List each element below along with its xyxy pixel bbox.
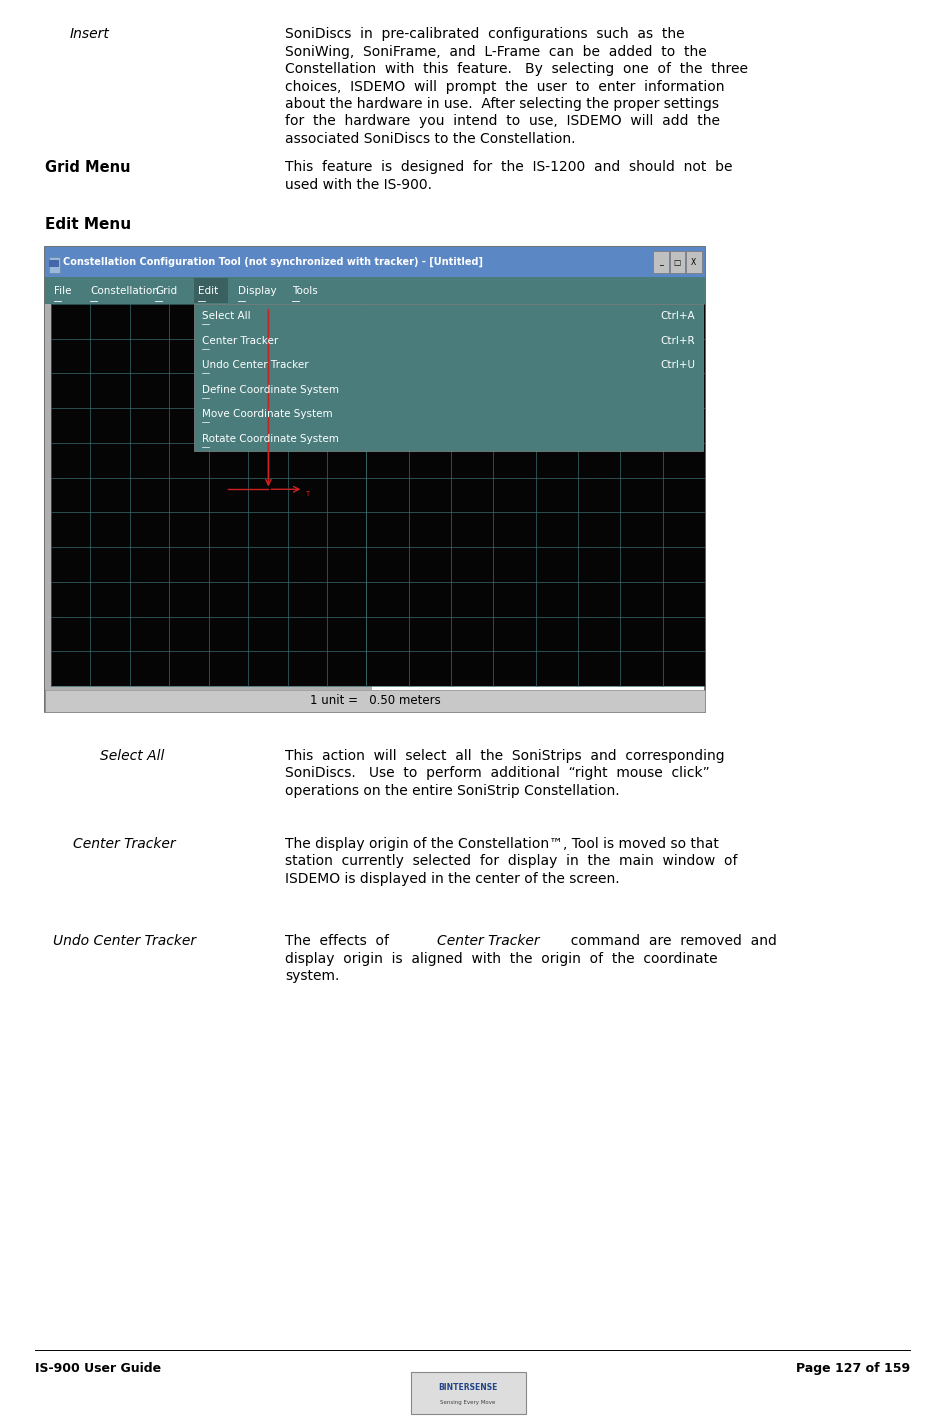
Text: SoniDiscs.   Use  to  perform  additional  “right  mouse  click”: SoniDiscs. Use to perform additional “ri… bbox=[285, 766, 709, 781]
Text: Ctrl+R: Ctrl+R bbox=[661, 336, 695, 346]
Text: This  feature  is  designed  for  the  IS-1200  and  should  not  be: This feature is designed for the IS-1200… bbox=[285, 161, 733, 173]
Text: T: T bbox=[305, 491, 310, 498]
Text: Page 127 of 159: Page 127 of 159 bbox=[796, 1362, 910, 1375]
Bar bbox=[51, 304, 366, 685]
Text: Rotate Coordinate System: Rotate Coordinate System bbox=[202, 434, 339, 444]
Bar bbox=[669, 252, 685, 273]
Text: Sensing Every Move: Sensing Every Move bbox=[440, 1399, 496, 1405]
Bar bbox=[45, 685, 373, 690]
Bar bbox=[194, 304, 703, 451]
Text: operations on the entire SoniStrip Constellation.: operations on the entire SoniStrip Const… bbox=[285, 784, 620, 798]
Text: Constellation Configuration Tool (not synchronized with tracker) - [Untitled]: Constellation Configuration Tool (not sy… bbox=[63, 257, 483, 267]
Bar bbox=[49, 260, 59, 267]
Text: Select All: Select All bbox=[202, 311, 251, 321]
Text: choices,  ISDEMO  will  prompt  the  user  to  enter  information: choices, ISDEMO will prompt the user to … bbox=[285, 80, 724, 94]
Bar bbox=[45, 277, 705, 304]
Text: Undo Center Tracker: Undo Center Tracker bbox=[53, 934, 197, 948]
Bar bbox=[49, 257, 60, 273]
Bar bbox=[45, 247, 705, 277]
Text: This  action  will  select  all  the  SoniStrips  and  corresponding: This action will select all the SoniStri… bbox=[285, 749, 724, 764]
Bar bbox=[194, 277, 228, 303]
Text: ISDEMO is displayed in the center of the screen.: ISDEMO is displayed in the center of the… bbox=[285, 872, 620, 886]
Text: Define Coordinate System: Define Coordinate System bbox=[202, 385, 339, 395]
Text: Select All: Select All bbox=[100, 749, 165, 764]
Text: SoniDiscs  in  pre-calibrated  configurations  such  as  the: SoniDiscs in pre-calibrated configuratio… bbox=[285, 27, 684, 41]
Text: Move Coordinate System: Move Coordinate System bbox=[202, 410, 332, 419]
Text: display  origin  is  aligned  with  the  origin  of  the  coordinate: display origin is aligned with the origi… bbox=[285, 951, 718, 966]
Text: ΒINTERSENSE: ΒINTERSENSE bbox=[438, 1384, 498, 1392]
Bar bbox=[45, 690, 705, 712]
Text: Edit: Edit bbox=[198, 286, 218, 296]
Bar bbox=[653, 252, 668, 273]
Text: about the hardware in use.  After selecting the proper settings: about the hardware in use. After selecti… bbox=[285, 97, 719, 111]
Text: Center Tracker: Center Tracker bbox=[437, 934, 540, 948]
Text: for  the  hardware  you  intend  to  use,  ISDEMO  will  add  the: for the hardware you intend to use, ISDE… bbox=[285, 115, 720, 128]
Text: command  are  removed  and: command are removed and bbox=[562, 934, 777, 948]
Text: Ctrl+U: Ctrl+U bbox=[660, 360, 695, 370]
Text: Insert: Insert bbox=[70, 27, 110, 41]
Text: Center Tracker: Center Tracker bbox=[202, 336, 278, 346]
Text: _: _ bbox=[659, 257, 663, 266]
Text: station  currently  selected  for  display  in  the  main  window  of: station currently selected for display i… bbox=[285, 855, 738, 869]
Bar bbox=[45, 247, 705, 712]
Text: Grid: Grid bbox=[155, 286, 177, 296]
Text: Display: Display bbox=[238, 286, 277, 296]
Text: Undo Center Tracker: Undo Center Tracker bbox=[202, 360, 309, 370]
Bar bbox=[366, 304, 705, 685]
Text: Center Tracker: Center Tracker bbox=[73, 838, 176, 850]
Bar bbox=[411, 1372, 525, 1413]
Text: Ctrl+A: Ctrl+A bbox=[661, 311, 695, 321]
Text: Constellation  with  this  feature.   By  selecting  one  of  the  three: Constellation with this feature. By sele… bbox=[285, 63, 748, 75]
Bar bbox=[686, 252, 701, 273]
Text: The display origin of the Constellation™, Tool is moved so that: The display origin of the Constellation™… bbox=[285, 838, 719, 850]
Text: Edit Menu: Edit Menu bbox=[45, 218, 131, 232]
Bar bbox=[45, 304, 51, 690]
Text: used with the IS-900.: used with the IS-900. bbox=[285, 178, 432, 192]
Text: associated SoniDiscs to the Constellation.: associated SoniDiscs to the Constellatio… bbox=[285, 132, 576, 146]
Text: Constellation: Constellation bbox=[90, 286, 159, 296]
Text: □: □ bbox=[674, 257, 680, 266]
Text: Tools: Tools bbox=[292, 286, 317, 296]
Text: IS-900 User Guide: IS-900 User Guide bbox=[35, 1362, 161, 1375]
Text: Grid Menu: Grid Menu bbox=[45, 161, 130, 175]
Text: 1 unit =   0.50 meters: 1 unit = 0.50 meters bbox=[310, 694, 440, 708]
Text: SoniWing,  SoniFrame,  and  L-Frame  can  be  added  to  the: SoniWing, SoniFrame, and L-Frame can be … bbox=[285, 44, 707, 58]
Text: system.: system. bbox=[285, 968, 340, 983]
Text: The  effects  of: The effects of bbox=[285, 934, 398, 948]
Text: X: X bbox=[691, 257, 696, 266]
Text: File: File bbox=[54, 286, 71, 296]
